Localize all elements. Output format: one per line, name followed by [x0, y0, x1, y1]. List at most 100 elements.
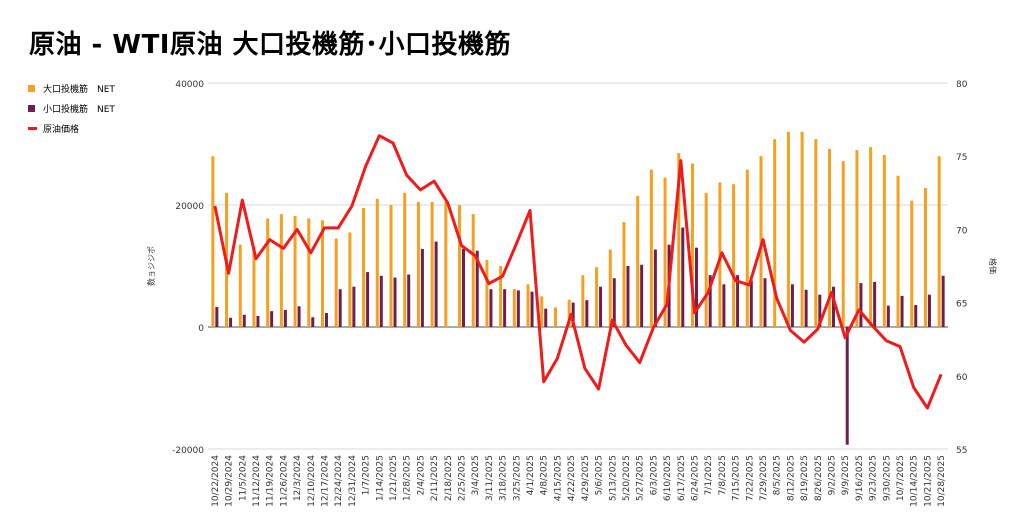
bar-large: [910, 200, 914, 327]
x-tick-label: 12/24/2024: [334, 455, 344, 507]
bar-small: [845, 327, 849, 445]
bar-small: [462, 248, 466, 327]
bar-small: [215, 306, 219, 327]
x-tick-label: 5/13/2025: [608, 455, 618, 501]
bar-small: [736, 275, 740, 327]
bar-large: [211, 156, 215, 327]
bar-small: [694, 247, 698, 327]
x-tick-label: 2/18/2025: [444, 455, 454, 501]
legend-label-small: 小口投機筋 NET: [43, 104, 115, 115]
bar-small: [489, 289, 493, 327]
bar-small: [256, 316, 260, 327]
x-tick-label: 6/17/2025: [677, 455, 687, 501]
x-tick-label: 12/3/2024: [293, 455, 303, 501]
bar-large: [677, 153, 681, 327]
x-tick-label: 9/2/2025: [828, 455, 838, 495]
y-tick-label-right: 60: [956, 373, 968, 383]
x-tick-label: 3/11/2025: [485, 455, 495, 501]
x-tick-label: 5/27/2025: [636, 455, 646, 501]
bar-small: [571, 302, 575, 327]
bar-small: [626, 266, 630, 327]
x-tick-label: 9/16/2025: [855, 455, 865, 501]
bar-large: [896, 175, 900, 327]
y-axis-label-left: 数ョジジポ: [146, 246, 156, 286]
bar-large: [238, 244, 242, 327]
x-tick-label: 10/21/2025: [923, 455, 933, 507]
bar-large: [937, 156, 941, 327]
bar-small: [941, 275, 945, 327]
bar-small: [873, 281, 877, 327]
x-tick-label: 3/4/2025: [471, 455, 481, 495]
x-tick-label: 2/25/2025: [458, 455, 468, 501]
x-tick-label: 2/4/2025: [416, 455, 426, 495]
bar-large: [841, 161, 845, 327]
bar-large: [458, 205, 462, 327]
x-tick-label: 7/1/2025: [704, 455, 714, 495]
bar-small: [311, 317, 315, 327]
bar-large: [595, 267, 599, 327]
y-tick-label-right: 70: [956, 226, 968, 236]
bar-small: [503, 289, 507, 327]
bar-large: [745, 169, 749, 327]
bar-large: [293, 215, 297, 327]
x-tick-label: 12/17/2024: [320, 455, 330, 507]
bar-large: [444, 201, 448, 327]
x-tick-label: 11/5/2024: [238, 455, 248, 501]
x-tick-label: 7/8/2025: [718, 455, 728, 495]
bar-large: [923, 187, 927, 327]
bar-large: [663, 177, 667, 327]
bar-small: [352, 286, 356, 327]
bar-large: [828, 148, 832, 327]
bar-large: [882, 154, 886, 327]
x-tick-label: 6/10/2025: [663, 455, 673, 501]
x-tick-label: 8/12/2025: [786, 455, 796, 501]
x-tick-label: 4/29/2025: [581, 455, 591, 501]
x-tick-label: 5/20/2025: [622, 455, 632, 501]
x-tick-label: 1/7/2025: [362, 455, 372, 495]
bar-large: [786, 131, 790, 327]
bar-small: [530, 291, 534, 327]
bar-large: [389, 205, 393, 327]
bar-large: [690, 163, 694, 327]
bar-large: [553, 307, 557, 327]
x-tick-label: 9/23/2025: [869, 455, 879, 501]
y-tick-label-left: 20000: [175, 202, 204, 212]
bar-large: [855, 150, 859, 327]
x-tick-label: 4/8/2025: [540, 455, 550, 495]
bar-large: [526, 284, 530, 327]
bar-small: [914, 305, 918, 327]
x-tick-label: 8/19/2025: [800, 455, 810, 501]
bar-large: [512, 289, 516, 327]
legend-item-large: 大口投機筋 NET: [28, 78, 115, 98]
bar-small: [818, 294, 822, 327]
bar-large: [636, 195, 640, 327]
bar-small: [434, 241, 438, 327]
bar-small: [297, 306, 301, 327]
x-tick-label: 10/29/2024: [225, 455, 235, 507]
bar-large: [334, 238, 338, 327]
x-tick-label: 11/26/2024: [279, 455, 289, 507]
bar-small: [420, 248, 424, 327]
bar-large: [649, 169, 653, 327]
bar-large: [348, 232, 352, 327]
x-tick-label: 9/9/2025: [841, 455, 851, 495]
bar-large: [773, 139, 777, 327]
bar-small: [544, 308, 548, 327]
bar-small: [475, 250, 479, 327]
legend-swatch-price: [28, 126, 37, 130]
bar-small: [516, 290, 520, 327]
bar-large: [485, 259, 489, 327]
bar-large: [430, 201, 434, 327]
x-tick-label: 12/10/2024: [307, 455, 317, 507]
x-tick-label: 1/14/2025: [375, 455, 385, 501]
bar-small: [927, 294, 931, 327]
bar-small: [585, 300, 589, 327]
x-tick-label: 4/22/2025: [567, 455, 577, 501]
bar-large: [499, 266, 503, 327]
x-tick-label: 2/11/2025: [430, 455, 440, 501]
bar-large: [814, 139, 818, 327]
bar-large: [375, 198, 379, 327]
chart-title: 原油 - WTI原油 大口投機筋･小口投機筋: [29, 30, 512, 60]
bar-small: [722, 284, 726, 327]
bar-small: [393, 277, 397, 327]
